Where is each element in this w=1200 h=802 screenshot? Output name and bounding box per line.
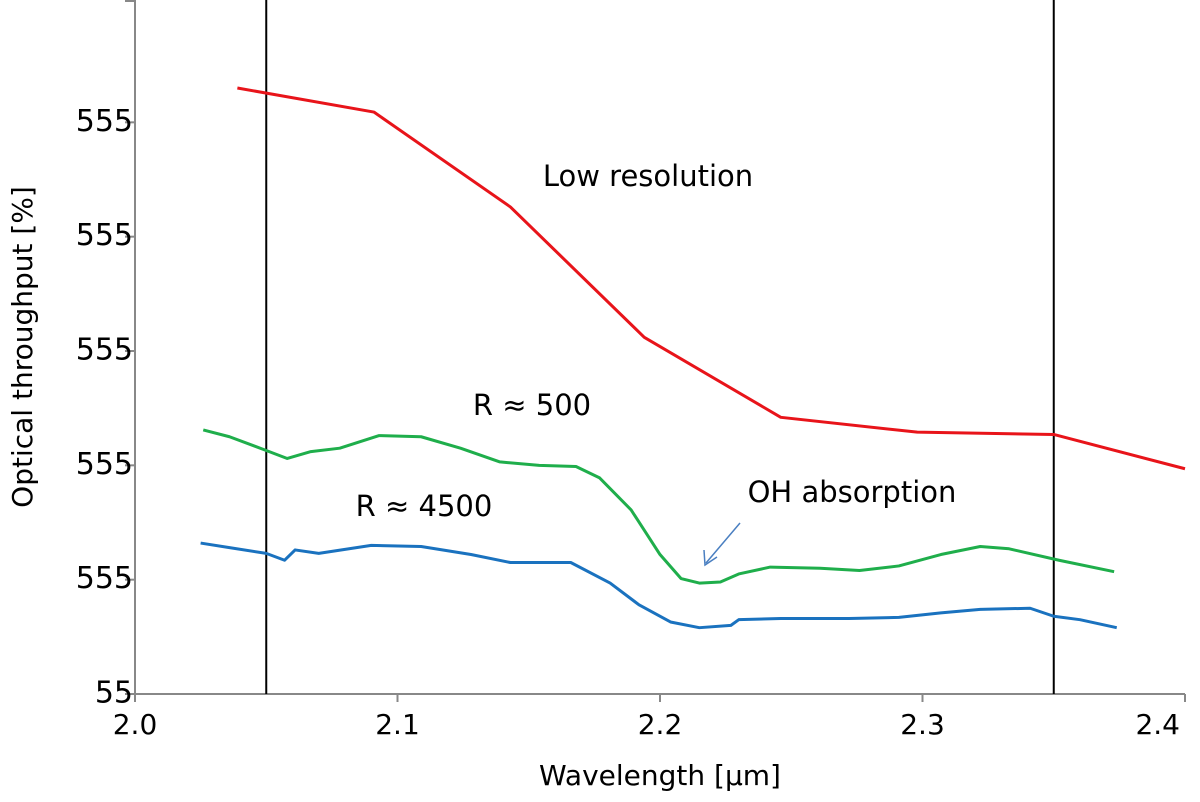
- series-line: [237, 86, 1186, 471]
- annotation: R ≈ 4500: [356, 489, 493, 523]
- annotation-arrow: [705, 522, 741, 564]
- y-tick-label: 555: [76, 104, 133, 139]
- series-line: [202, 428, 1115, 585]
- x-tick-label: 2.0: [113, 708, 158, 741]
- y-tick-label: 555: [76, 218, 133, 253]
- annotation: OH absorption: [748, 475, 957, 509]
- y-tick-label: 555: [76, 561, 133, 596]
- y-tick-label: 55: [95, 676, 133, 711]
- annotation: R ≈ 500: [473, 388, 591, 422]
- series-line: [200, 541, 1118, 630]
- x-tick-label: 2.2: [638, 708, 683, 741]
- annotation-arrowhead: [703, 549, 718, 567]
- y-axis-label: Optical throughput [%]: [6, 186, 39, 508]
- y-tick-label: 555: [76, 333, 133, 368]
- y-tick-label: 555: [76, 447, 133, 482]
- x-tick-label: 2.3: [900, 708, 945, 741]
- x-axis-label: Wavelength [µm]: [539, 759, 781, 792]
- annotation: Low resolution: [543, 159, 753, 193]
- x-tick-label: 2.1: [375, 708, 420, 741]
- x-tick-label: 2.4: [1135, 708, 1180, 741]
